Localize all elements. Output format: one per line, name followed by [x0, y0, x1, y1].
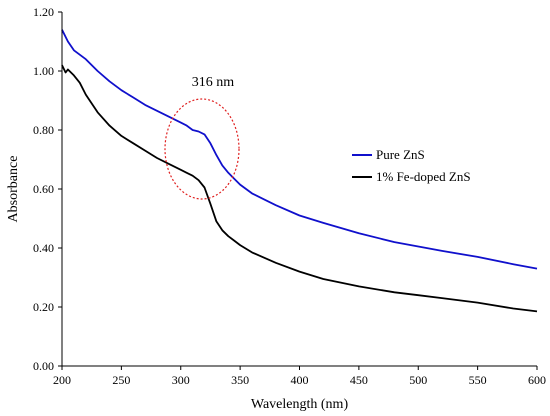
y-tick-label: 1.20 — [33, 5, 54, 19]
legend-label-0: Pure ZnS — [376, 147, 425, 162]
axes — [61, 12, 537, 367]
legend: Pure ZnS 1% Fe-doped ZnS — [352, 147, 471, 184]
x-tick-label: 450 — [350, 373, 368, 387]
x-axis-title: Wavelength (nm) — [251, 397, 349, 412]
annotation-label: 316 nm — [192, 75, 235, 90]
y-tick-label: 0.80 — [33, 123, 54, 137]
series-line-1 — [61, 64, 538, 313]
x-ticks: 200 250 300 350 400 450 500 550 600 — [53, 366, 546, 387]
annotation-ellipse — [164, 98, 240, 200]
y-tick-label: 0.40 — [33, 241, 54, 255]
x-tick-label: 300 — [172, 373, 190, 387]
y-tick-label: 0.20 — [33, 300, 54, 314]
y-tick-label: 0.00 — [33, 359, 54, 373]
plot-area — [61, 29, 538, 313]
y-axis-title: Absorbance — [6, 156, 21, 223]
x-tick-label: 250 — [112, 373, 130, 387]
x-tick-label: 400 — [291, 373, 309, 387]
y-tick-label: 0.60 — [33, 182, 54, 196]
series-line-0 — [61, 29, 538, 270]
x-tick-label: 350 — [231, 373, 249, 387]
y-ticks: 0.00 0.20 0.40 0.60 0.80 1.00 1.20 — [33, 5, 62, 373]
x-tick-label: 550 — [469, 373, 487, 387]
legend-label-1: 1% Fe-doped ZnS — [376, 169, 471, 184]
x-tick-label: 600 — [528, 373, 546, 387]
x-tick-label: 500 — [409, 373, 427, 387]
y-tick-label: 1.00 — [33, 64, 54, 78]
x-tick-label: 200 — [53, 373, 71, 387]
